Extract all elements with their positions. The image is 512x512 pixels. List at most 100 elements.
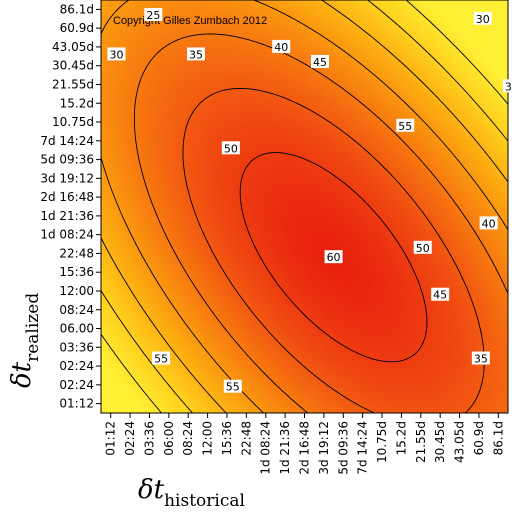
heatmap-cell [141, 184, 146, 189]
heatmap-cell [405, 180, 410, 185]
heatmap-cell [213, 108, 218, 113]
heatmap-cell [445, 132, 450, 137]
heatmap-cell [221, 164, 226, 169]
heatmap-cell [149, 188, 154, 193]
heatmap-cell [369, 128, 374, 133]
heatmap-cell [265, 128, 270, 133]
heatmap-cell [261, 100, 266, 105]
heatmap-cell [481, 156, 486, 161]
heatmap-cell [377, 8, 382, 13]
heatmap-cell [189, 108, 194, 113]
heatmap-cell [225, 64, 230, 69]
heatmap-cell [173, 108, 178, 113]
heatmap-cell [129, 120, 134, 125]
heatmap-cell [449, 8, 454, 13]
heatmap-cell [309, 52, 314, 57]
heatmap-cell [409, 112, 414, 117]
heatmap-cell [461, 20, 466, 25]
heatmap-cell [121, 168, 126, 173]
heatmap-cell [145, 116, 150, 121]
heatmap-cell [461, 112, 466, 117]
heatmap-cell [185, 128, 190, 133]
heatmap-cell [381, 100, 386, 105]
heatmap-cell [153, 140, 158, 145]
heatmap-cell [265, 168, 270, 173]
heatmap-cell [485, 0, 490, 5]
heatmap-cell [493, 180, 498, 185]
heatmap-cell [241, 176, 246, 181]
heatmap-cell [149, 24, 154, 29]
heatmap-cell [237, 48, 242, 53]
heatmap-cell [481, 4, 486, 9]
heatmap-cell [221, 24, 226, 29]
heatmap-cell [121, 144, 126, 149]
heatmap-cell [273, 156, 278, 161]
heatmap-cell [505, 44, 508, 49]
heatmap-cell [393, 92, 398, 97]
heatmap-cell [117, 108, 122, 113]
heatmap-cell [105, 84, 110, 89]
heatmap-cell [453, 148, 458, 153]
heatmap-cell [269, 124, 274, 129]
heatmap-cell [121, 88, 126, 93]
heatmap-cell [257, 172, 262, 177]
heatmap-cell [185, 148, 190, 153]
heatmap-cell [261, 136, 266, 141]
heatmap-cell [137, 88, 142, 93]
heatmap-cell [129, 140, 134, 145]
heatmap-cell [181, 16, 186, 21]
heatmap-cell [373, 64, 378, 69]
heatmap-cell [145, 32, 150, 37]
heatmap-cell [469, 24, 474, 29]
heatmap-cell [469, 84, 474, 89]
heatmap-cell [453, 84, 458, 89]
heatmap-cell [165, 12, 170, 17]
heatmap-cell [333, 108, 338, 113]
heatmap-cell [453, 128, 458, 133]
heatmap-cell [449, 52, 454, 57]
heatmap-cell [461, 104, 466, 109]
heatmap-cell [365, 160, 370, 165]
heatmap-cell [481, 188, 486, 193]
heatmap-cell [453, 32, 458, 37]
heatmap-cell [297, 132, 302, 137]
heatmap-cell [221, 180, 226, 185]
heatmap-cell [125, 188, 130, 193]
heatmap-cell [369, 8, 374, 13]
heatmap-cell [173, 152, 178, 157]
heatmap-cell [185, 68, 190, 73]
heatmap-cell [249, 48, 254, 53]
heatmap-cell [277, 0, 282, 5]
heatmap-cell [433, 120, 438, 125]
heatmap-cell [457, 120, 462, 125]
heatmap-cell [237, 100, 242, 105]
heatmap-cell [161, 156, 166, 161]
heatmap-cell [193, 144, 198, 149]
heatmap-cell [357, 124, 362, 129]
heatmap-cell [305, 68, 310, 73]
heatmap-cell [317, 152, 322, 157]
heatmap-cell [485, 180, 490, 185]
heatmap-cell [441, 164, 446, 169]
heatmap-cell [305, 88, 310, 93]
heatmap-cell [213, 136, 218, 141]
heatmap-cell [353, 76, 358, 81]
heatmap-cell [109, 128, 114, 133]
heatmap-cell [201, 16, 206, 21]
heatmap-cell [205, 136, 210, 141]
heatmap-cell [321, 0, 326, 5]
heatmap-cell [165, 136, 170, 141]
heatmap-cell [353, 172, 358, 177]
heatmap-cell [333, 8, 338, 13]
heatmap-cell [357, 72, 362, 77]
heatmap-cell [381, 8, 386, 13]
heatmap-cell [281, 20, 286, 25]
heatmap-cell [393, 140, 398, 145]
heatmap-cell [409, 144, 414, 149]
heatmap-cell [137, 96, 142, 101]
heatmap-cell [209, 148, 214, 153]
heatmap-cell [497, 72, 502, 77]
heatmap-cell [161, 128, 166, 133]
heatmap-cell [373, 156, 378, 161]
heatmap-cell [421, 28, 426, 33]
